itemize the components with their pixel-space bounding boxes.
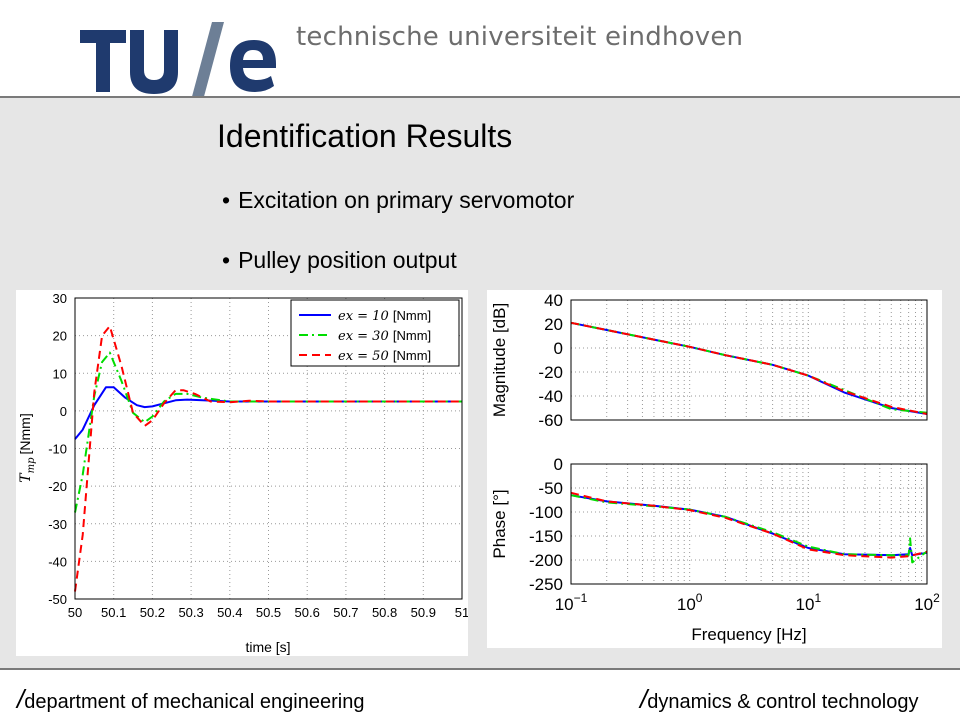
- y-tick-label: 20: [544, 315, 563, 334]
- phase-tick-labels: 0 -50 -100 -150 -200 -250: [529, 455, 563, 594]
- x-tick-label: 102: [914, 591, 940, 614]
- y-tick-label: -50: [48, 592, 67, 607]
- footer-left-text: department of mechanical engineering: [24, 691, 365, 713]
- y-tick-label: -20: [48, 479, 67, 494]
- x-axis-label: Frequency [Hz]: [691, 625, 806, 644]
- bullet-item: • Pulley position output: [222, 247, 457, 274]
- time-response-plot: 50 50.1 50.2 50.3 50.4 50.5 50.6 50.7 50.8 50.9 51…: [17, 291, 469, 655]
- y-tick-label: 0: [554, 455, 563, 474]
- x-tick-label: 51: [455, 605, 468, 620]
- slide-title: Identification Results: [217, 118, 513, 154]
- bullet-dot-icon: •: [222, 187, 231, 213]
- time-response-chart: 50 50.1 50.2 50.3 50.4 50.5 50.6 50.7 50.8 50.9 51…: [16, 290, 469, 656]
- phase-grid: [571, 464, 927, 584]
- legend: ex = 10 [Nmm] ex = 30 [Nmm] ex = 50 [Nmm]: [290, 299, 460, 367]
- y-tick-label: 30: [53, 291, 67, 306]
- series-line: [570, 494, 928, 557]
- phase-y-label: Phase [°]: [490, 489, 509, 558]
- x-tick-label: 100: [677, 591, 703, 614]
- y-axis-label-unit: [Nmm]: [17, 413, 33, 454]
- x-tick-label: 50.2: [140, 605, 165, 620]
- legend-label: ex = 50 [Nmm]: [338, 348, 431, 364]
- legend-label: ex = 10 [Nmm]: [338, 308, 431, 324]
- y-axis-label: Tmp [Nmm]: [17, 413, 37, 482]
- legend-items: ex = 10 [Nmm] ex = 30 [Nmm] ex = 50 [Nmm]: [299, 308, 431, 364]
- x-tick-label: 50.1: [101, 605, 126, 620]
- y-tick-label: -250: [529, 575, 563, 594]
- footer-right: /dynamics & control technology: [640, 684, 918, 715]
- magnitude-frame: [570, 299, 928, 421]
- x-tick-label: 50.5: [256, 605, 281, 620]
- y-tick-label: 40: [544, 291, 563, 310]
- y-tick-label: 20: [53, 329, 67, 344]
- y-tick-label: -40: [48, 554, 67, 569]
- bullet-item: • Excitation on primary servomotor: [222, 187, 574, 214]
- header: technische universiteit eindhoven: [0, 0, 960, 100]
- footer-right-text: dynamics & control technology: [647, 691, 919, 713]
- bullet-text: Excitation on primary servomotor: [238, 187, 575, 213]
- x-tick-label: 50.9: [411, 605, 436, 620]
- y-tick-label: -200: [529, 551, 563, 570]
- x-tick-label: 50.4: [217, 605, 242, 620]
- phase-series-lines: [570, 491, 928, 564]
- y-tick-label: -150: [529, 527, 563, 546]
- y-tick-label: -100: [529, 503, 563, 522]
- x-axis-label: time [s]: [245, 639, 290, 655]
- grid-lines: [75, 298, 462, 599]
- legend-label: ex = 30 [Nmm]: [338, 328, 431, 344]
- x-tick-label: 50.8: [372, 605, 397, 620]
- y-axis-label-main: T: [18, 472, 34, 483]
- plot-frame: [74, 297, 463, 600]
- y-tick-label: 0: [554, 339, 563, 358]
- footer-right-slash: /: [640, 684, 648, 714]
- y-tick-label: -30: [48, 517, 67, 532]
- bode-plot: 40 20 0 -20 -40 -60 Magnitude [dB] 0 -50 -100 -1…: [490, 291, 940, 644]
- x-tick-label: 50.7: [333, 605, 358, 620]
- phase-frame: [570, 463, 928, 585]
- series-lines: [74, 325, 462, 592]
- series-line: [570, 321, 928, 415]
- y-tick-label: 10: [53, 366, 67, 381]
- y-tick-label: -10: [48, 442, 67, 457]
- series-line: [74, 351, 462, 513]
- footer-divider: [0, 668, 960, 670]
- bullet-dot-icon: •: [222, 247, 231, 273]
- y-tick-label: -40: [538, 387, 563, 406]
- series-line: [570, 494, 928, 564]
- series-line: [570, 321, 928, 414]
- footer-left: /department of mechanical engineering: [17, 684, 364, 715]
- y-tick-label: 0: [60, 404, 67, 419]
- series-line: [570, 491, 928, 559]
- y-tick-label: -20: [538, 363, 563, 382]
- magnitude-series-lines: [570, 321, 928, 415]
- logo-mark: [80, 22, 276, 100]
- x-tick-label: 101: [796, 591, 822, 614]
- university-name: technische universiteit eindhoven: [296, 22, 744, 52]
- x-tick-label: 50: [68, 605, 82, 620]
- y-tick-label: -50: [538, 479, 563, 498]
- frequency-tick-labels: 10−1 100 101 102: [555, 591, 940, 614]
- header-divider: [0, 96, 960, 98]
- tue-logo: [80, 22, 276, 100]
- bullet-text: Pulley position output: [238, 247, 457, 273]
- y-tick-label: -60: [538, 411, 563, 430]
- bode-chart: 40 20 0 -20 -40 -60 Magnitude [dB] 0 -50 -100 -1…: [487, 290, 942, 648]
- x-tick-label: 50.3: [178, 605, 203, 620]
- y-axis-label-sub: mp: [26, 457, 37, 473]
- x-tick-label: 10−1: [555, 591, 588, 614]
- svg-text:Tmp[Nmm]: Tmp [Nmm]: [17, 413, 37, 482]
- magnitude-tick-labels: 40 20 0 -20 -40 -60: [538, 291, 563, 430]
- footer-left-slash: /: [17, 684, 25, 714]
- x-tick-label: 50.6: [295, 605, 320, 620]
- magnitude-y-label: Magnitude [dB]: [490, 303, 509, 417]
- tick-labels: 50 50.1 50.2 50.3 50.4 50.5 50.6 50.7 50.8 50.9 51…: [48, 291, 469, 620]
